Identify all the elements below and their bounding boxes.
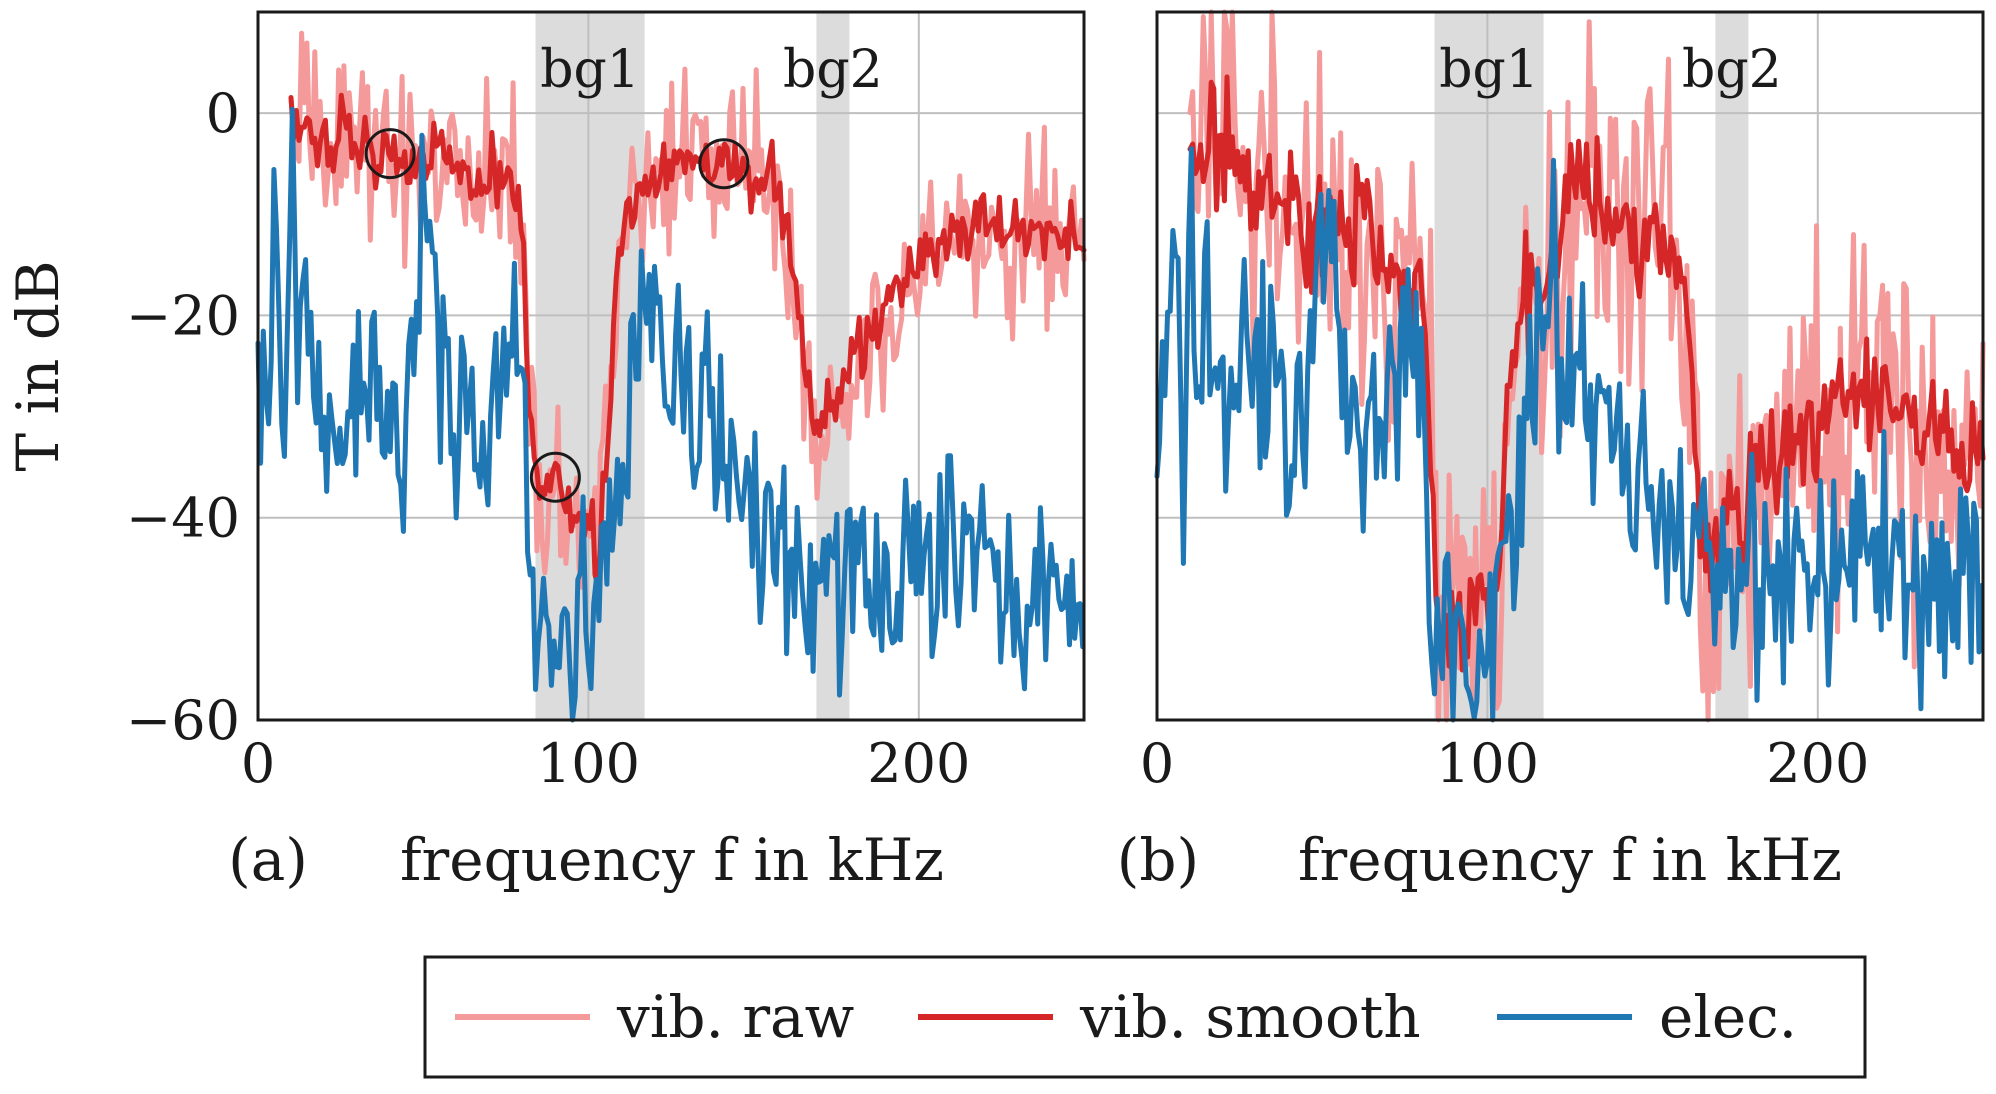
a-annotation-circle <box>529 451 581 503</box>
b-x-tick-label: 0 <box>1140 732 1174 795</box>
a-y-tick-label: 0 <box>206 82 240 145</box>
b-band-label-bg2: bg2 <box>1682 40 1782 100</box>
legend-label-elec: elec. <box>1659 983 1797 1051</box>
a-y-tick-label: −20 <box>126 284 240 347</box>
a-panel-label: (a) <box>228 826 308 894</box>
b-x-axis-label: frequency f in kHz <box>1298 826 1842 894</box>
a-x-axis-label: frequency f in kHz <box>400 826 944 894</box>
a-y-axis-label: T in dB <box>4 260 72 471</box>
b-band-label-bg1: bg1 <box>1439 40 1539 100</box>
b-x-tick-label: 200 <box>1766 732 1869 795</box>
a-annotation-circle <box>364 128 416 180</box>
legend: vib. raw vib. smooth elec. <box>423 955 1867 1079</box>
a-annotation-circle <box>698 138 750 190</box>
a-band-label-bg1: bg1 <box>540 40 640 100</box>
panel-a: bg1 bg2 0 100 200 0 −20 −40 −60 (a) frequency f… <box>4 10 1087 894</box>
b-band-labels: bg1 bg2 <box>1439 40 1782 100</box>
a-band-label-bg2: bg2 <box>783 40 883 100</box>
a-tick-labels: 0 100 200 0 −20 −40 −60 <box>126 82 970 795</box>
b-series <box>1154 9 1986 723</box>
b-x-tick-label: 100 <box>1436 732 1539 795</box>
a-bands <box>535 12 850 720</box>
a-x-tick-label: 0 <box>241 732 275 795</box>
b-plot-frame <box>1155 10 1985 722</box>
a-y-tick-label: −40 <box>126 487 240 550</box>
panel-b: bg1 bg2 0 100 200 (b) frequency f in kHz <box>1117 9 1986 894</box>
a-series-elec <box>255 106 1086 723</box>
a-circles <box>364 128 750 503</box>
a-band-bg1 <box>535 12 645 720</box>
a-plot-frame <box>256 10 1086 722</box>
a-x-tick-label: 200 <box>867 732 970 795</box>
b-series-elec <box>1154 146 1985 723</box>
b-panel-label: (b) <box>1117 826 1199 894</box>
legend-label-vib-smooth: vib. smooth <box>1079 983 1421 1051</box>
a-band-labels: bg1 bg2 <box>540 40 883 100</box>
b-tick-labels: 0 100 200 <box>1140 732 1870 795</box>
legend-label-vib-raw: vib. raw <box>616 983 854 1051</box>
a-series <box>255 30 1087 723</box>
a-x-tick-label: 100 <box>537 732 640 795</box>
a-y-tick-label: −60 <box>126 689 240 752</box>
